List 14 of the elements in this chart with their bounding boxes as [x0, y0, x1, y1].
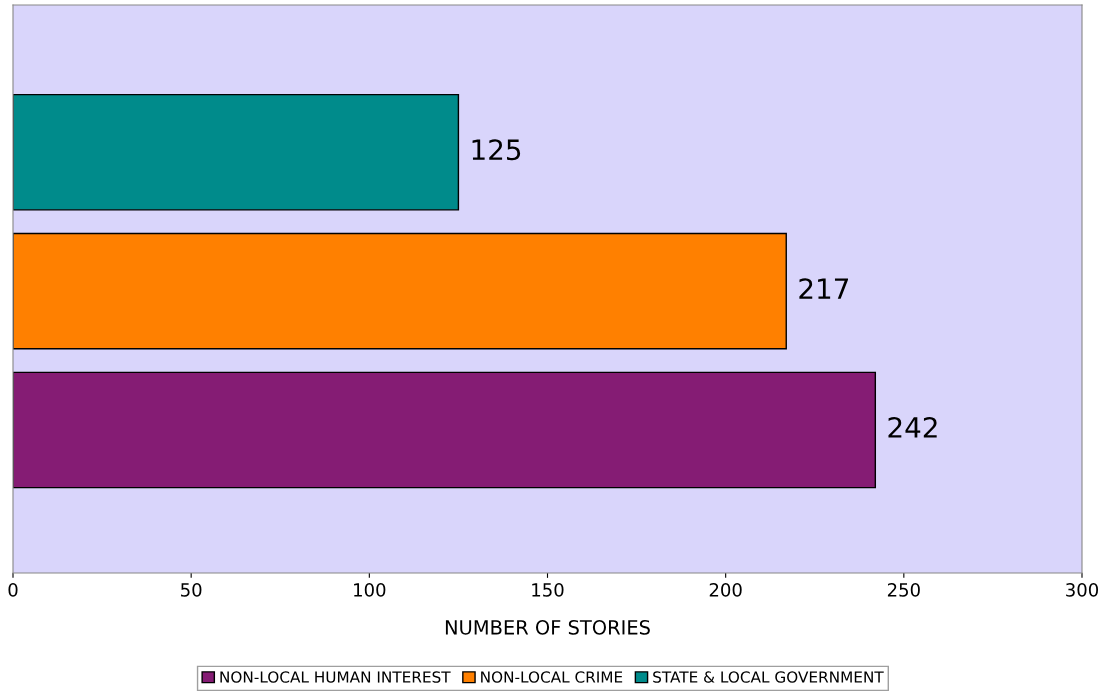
x-tick-label: 0	[8, 583, 18, 597]
data-label: 242	[888, 417, 937, 438]
data-label: 217	[799, 278, 848, 299]
x-tick-label: 150	[532, 583, 564, 597]
x-tick-label: 250	[887, 583, 920, 597]
x-tick-label: 300	[1066, 583, 1099, 597]
x-tick-label: 50	[181, 583, 202, 597]
x-tick-label: 200	[709, 583, 742, 597]
x-tick-label: 100	[354, 583, 386, 597]
legend-label: NON-LOCAL HUMAN INTEREST	[220, 671, 451, 683]
data-label: 125	[472, 139, 521, 161]
legend-label: STATE & LOCAL GOVERNMENT	[653, 671, 884, 683]
legend-label: NON-LOCAL CRIME	[481, 671, 623, 683]
x-axis-title: NUMBER OF STORIES	[445, 619, 650, 635]
